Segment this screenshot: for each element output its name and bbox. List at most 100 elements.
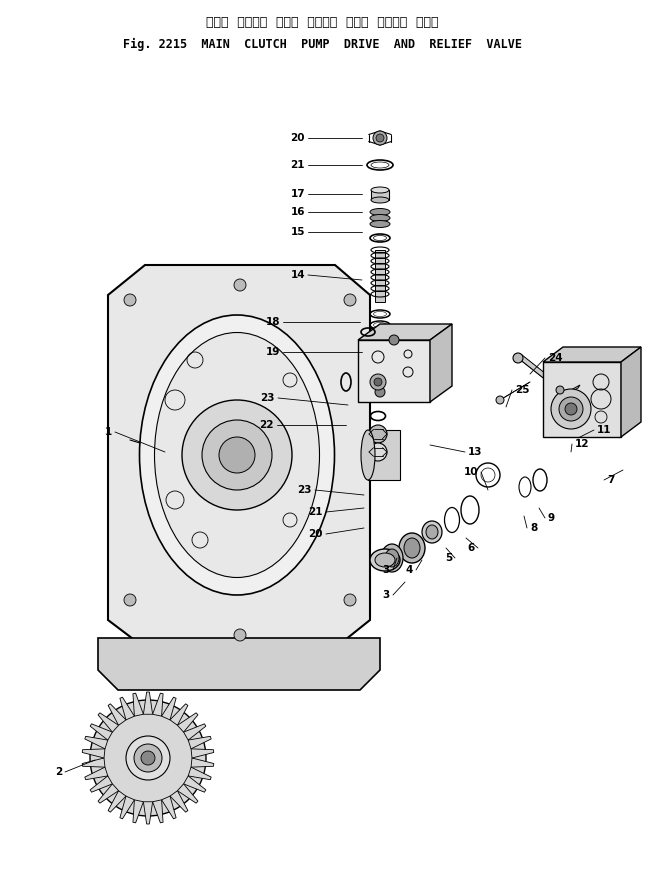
Text: 15: 15 — [290, 227, 305, 237]
Circle shape — [124, 294, 136, 306]
Circle shape — [389, 335, 399, 345]
Text: 12: 12 — [575, 439, 590, 449]
Polygon shape — [375, 250, 385, 302]
Ellipse shape — [155, 332, 319, 578]
Circle shape — [124, 594, 136, 606]
Circle shape — [373, 131, 387, 145]
Polygon shape — [98, 784, 119, 803]
Polygon shape — [90, 724, 112, 740]
Polygon shape — [621, 347, 641, 437]
Circle shape — [141, 751, 155, 765]
Polygon shape — [430, 324, 452, 402]
Polygon shape — [556, 385, 580, 400]
Text: 6: 6 — [468, 543, 475, 553]
Circle shape — [344, 594, 356, 606]
Text: メイン  クラッチ  ポンプ  ドライブ  および  リリーフ  バルブ: メイン クラッチ ポンプ ドライブ および リリーフ バルブ — [206, 15, 439, 29]
Polygon shape — [143, 802, 153, 824]
Polygon shape — [371, 190, 389, 200]
Text: 3: 3 — [382, 565, 390, 575]
Polygon shape — [368, 430, 400, 480]
Circle shape — [513, 353, 523, 363]
Ellipse shape — [375, 553, 395, 567]
Text: 21: 21 — [290, 160, 305, 170]
Polygon shape — [133, 693, 143, 716]
Polygon shape — [184, 776, 206, 792]
Text: 22: 22 — [259, 420, 274, 430]
Polygon shape — [84, 737, 108, 749]
Polygon shape — [84, 767, 108, 780]
Polygon shape — [188, 767, 211, 780]
Ellipse shape — [361, 430, 375, 480]
Polygon shape — [543, 362, 621, 437]
Ellipse shape — [371, 197, 389, 203]
Ellipse shape — [370, 208, 390, 215]
Text: 4: 4 — [406, 565, 413, 575]
Circle shape — [376, 134, 384, 142]
Circle shape — [219, 437, 255, 473]
Circle shape — [202, 420, 272, 490]
Text: 11: 11 — [597, 425, 611, 435]
Polygon shape — [120, 796, 134, 819]
Circle shape — [90, 700, 206, 816]
Circle shape — [344, 294, 356, 306]
Ellipse shape — [370, 549, 400, 571]
Polygon shape — [143, 692, 153, 714]
Text: 9: 9 — [548, 513, 555, 523]
Polygon shape — [170, 704, 188, 725]
Circle shape — [370, 374, 386, 390]
Ellipse shape — [139, 315, 335, 595]
Polygon shape — [98, 713, 119, 732]
Polygon shape — [82, 749, 105, 758]
Text: 20: 20 — [290, 133, 305, 143]
Ellipse shape — [399, 533, 425, 563]
Text: 25: 25 — [515, 385, 530, 395]
Circle shape — [134, 744, 162, 772]
Text: 16: 16 — [290, 207, 305, 217]
Ellipse shape — [370, 214, 390, 221]
Polygon shape — [162, 796, 176, 819]
Circle shape — [556, 386, 564, 394]
Polygon shape — [543, 347, 641, 362]
Circle shape — [182, 400, 292, 510]
Ellipse shape — [426, 525, 438, 539]
Ellipse shape — [385, 549, 399, 567]
Polygon shape — [120, 697, 134, 720]
Circle shape — [565, 403, 577, 415]
Circle shape — [369, 443, 387, 461]
Text: 1: 1 — [104, 427, 112, 437]
Ellipse shape — [371, 187, 389, 193]
Ellipse shape — [370, 221, 390, 228]
Polygon shape — [153, 693, 163, 716]
Text: 7: 7 — [607, 475, 615, 485]
Text: 20: 20 — [308, 529, 323, 539]
Polygon shape — [177, 713, 198, 732]
Polygon shape — [108, 704, 126, 725]
Polygon shape — [108, 790, 126, 813]
Polygon shape — [177, 784, 198, 803]
Text: 19: 19 — [266, 347, 280, 357]
Polygon shape — [90, 776, 112, 792]
Polygon shape — [133, 800, 143, 822]
Polygon shape — [191, 749, 213, 758]
Circle shape — [374, 378, 382, 386]
Text: 24: 24 — [548, 353, 562, 363]
Text: 2: 2 — [55, 767, 62, 777]
Text: 10: 10 — [464, 467, 478, 477]
Polygon shape — [82, 758, 105, 767]
Polygon shape — [188, 737, 211, 749]
Circle shape — [551, 389, 591, 429]
Circle shape — [369, 425, 387, 443]
Circle shape — [234, 279, 246, 291]
Text: 5: 5 — [445, 553, 452, 563]
Text: Fig. 2215  MAIN  CLUTCH  PUMP  DRIVE  AND  RELIEF  VALVE: Fig. 2215 MAIN CLUTCH PUMP DRIVE AND REL… — [123, 38, 522, 51]
Polygon shape — [108, 265, 370, 648]
Circle shape — [126, 736, 170, 780]
Circle shape — [375, 387, 385, 397]
Text: 21: 21 — [308, 507, 323, 517]
Polygon shape — [170, 790, 188, 813]
Polygon shape — [358, 324, 452, 340]
Ellipse shape — [381, 544, 403, 572]
Polygon shape — [98, 638, 380, 690]
Polygon shape — [518, 355, 560, 388]
Circle shape — [559, 397, 583, 421]
